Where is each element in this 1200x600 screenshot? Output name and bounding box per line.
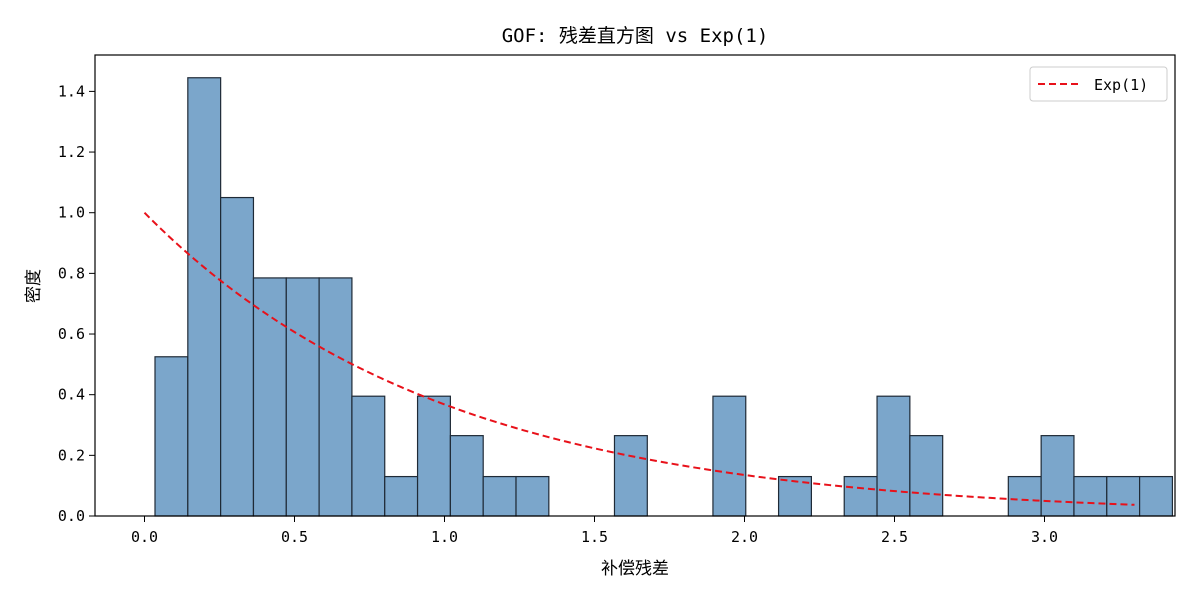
histogram-bar — [285, 277, 320, 517]
histogram-bar — [876, 395, 911, 517]
histogram-bar — [482, 475, 517, 517]
x-tick-label: 1.5 — [581, 528, 608, 546]
histogram-bar — [220, 196, 255, 517]
exp-curve-group — [143, 212, 1135, 506]
legend: Exp(1) — [1029, 66, 1168, 102]
y-tick-label: 0.2 — [58, 446, 85, 464]
x-axis: 0.0 0.5 1.0 1.5 2.0 2.5 3.0 — [131, 516, 1058, 546]
y-tick-label: 0.6 — [58, 325, 85, 343]
histogram-bar — [1007, 475, 1042, 517]
histogram-bar — [154, 356, 189, 517]
legend-box — [1029, 66, 1168, 102]
y-tick-label: 1.4 — [58, 82, 85, 100]
histogram-bar — [1040, 435, 1075, 517]
x-tick-label: 2.5 — [881, 528, 908, 546]
histogram-bar — [909, 435, 944, 517]
histogram-bar — [515, 475, 550, 517]
y-axis: 0.0 0.2 0.4 0.6 0.8 1.0 1.2 1.4 — [58, 82, 95, 525]
histogram-bar — [252, 277, 287, 517]
y-tick-label: 0.4 — [58, 386, 85, 404]
x-tick-label: 3.0 — [1031, 528, 1058, 546]
chart-title: GOF: 残差直方图 vs Exp(1) — [502, 25, 769, 47]
histogram-bar — [416, 395, 451, 517]
histogram-bar — [1106, 475, 1141, 517]
histogram-bar — [843, 475, 878, 517]
histogram-bar — [712, 395, 747, 517]
histogram-bar — [449, 435, 484, 517]
x-tick-label: 0.5 — [281, 528, 308, 546]
plot-frame — [94, 54, 1176, 517]
legend-label-exp: Exp(1) — [1094, 76, 1148, 94]
x-axis-label: 补偿残差 — [601, 559, 669, 579]
y-tick-label: 1.0 — [58, 204, 85, 222]
histogram-bar — [384, 475, 419, 517]
x-tick-label: 2.0 — [731, 528, 758, 546]
exp-curve-line — [143, 212, 1135, 506]
histogram-bar — [613, 435, 648, 517]
x-tick-label: 0.0 — [131, 528, 158, 546]
y-tick-label: 0.0 — [58, 507, 85, 525]
histogram-bars — [154, 77, 1174, 517]
histogram-bar — [187, 77, 222, 517]
histogram-bar — [1138, 475, 1174, 517]
x-tick-label: 1.0 — [431, 528, 458, 546]
y-axis-label: 密度 — [24, 269, 44, 303]
histogram-bar — [351, 395, 386, 517]
histogram-bar — [1073, 475, 1108, 517]
y-tick-label: 0.8 — [58, 264, 85, 282]
histogram-bar — [318, 277, 353, 517]
y-tick-label: 1.2 — [58, 143, 85, 161]
